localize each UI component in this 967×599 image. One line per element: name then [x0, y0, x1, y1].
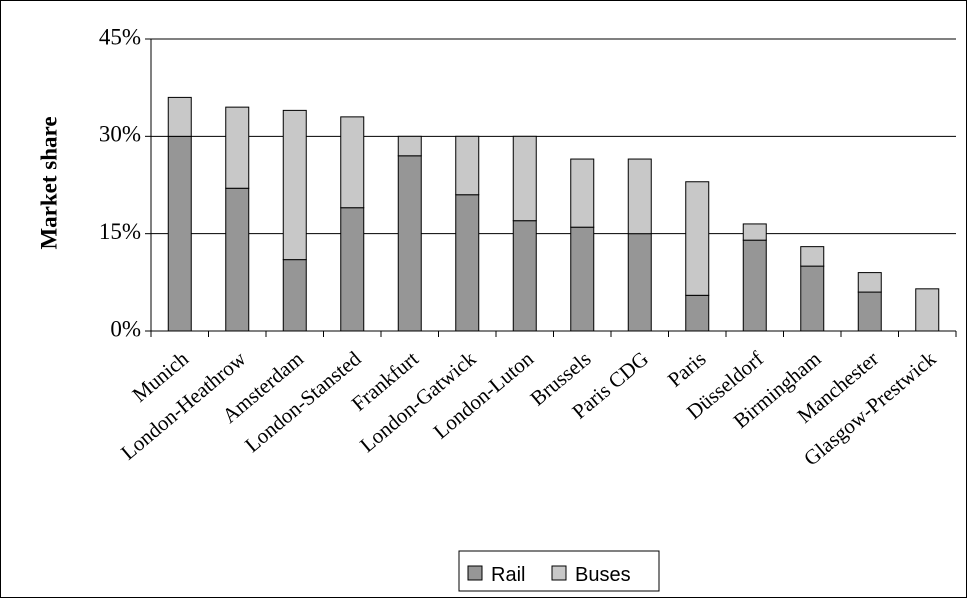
y-tick-label: 15% — [99, 219, 141, 244]
x-tick-label: Paris — [663, 346, 711, 391]
bar-buses — [225, 106, 250, 189]
bar-rail — [340, 207, 365, 332]
bar-rail — [282, 259, 307, 332]
gridlines — [151, 38, 956, 235]
bar-buses — [742, 223, 767, 241]
x-axis-labels: MunichLondon-HeathrowAmsterdamLondon-Sta… — [116, 346, 941, 471]
axes — [150, 39, 957, 337]
y-tick-label: 0% — [110, 316, 141, 341]
bar-rail — [570, 226, 595, 332]
y-tick-label: 30% — [99, 122, 141, 147]
bar-buses — [282, 109, 307, 261]
bar-rail — [627, 233, 652, 332]
y-tick-label: 45% — [99, 24, 141, 49]
bar-buses — [915, 288, 940, 332]
y-axis-label: Market share — [36, 116, 61, 249]
bar-rail — [167, 135, 192, 332]
bar-buses — [397, 135, 422, 157]
bar-rail — [857, 291, 882, 332]
bar-buses — [167, 96, 192, 137]
legend-label-buses: Buses — [575, 564, 631, 586]
bar-buses — [800, 246, 825, 267]
legend: Rail Buses — [458, 550, 660, 592]
bar-buses — [570, 158, 595, 228]
legend-swatch-buses — [551, 565, 567, 581]
bar-rail — [685, 294, 710, 332]
bar-rail — [742, 239, 767, 332]
bars — [167, 96, 940, 332]
bar-buses — [627, 158, 652, 235]
legend-swatch-rail — [467, 565, 483, 581]
bar-buses — [857, 272, 882, 293]
y-axis-ticks: 0% 15% 30% 45% — [99, 24, 151, 341]
legend-label-rail: Rail — [491, 564, 525, 586]
bar-buses — [455, 135, 480, 196]
bar-rail — [225, 187, 250, 332]
bar-rail — [800, 265, 825, 332]
bar-buses — [512, 135, 537, 222]
bar-buses — [685, 181, 710, 296]
bar-buses — [340, 116, 365, 209]
bar-rail — [455, 194, 480, 332]
bar-rail — [397, 155, 422, 332]
bar-rail — [512, 220, 537, 332]
x-tick-label: London-Luton — [429, 346, 539, 443]
